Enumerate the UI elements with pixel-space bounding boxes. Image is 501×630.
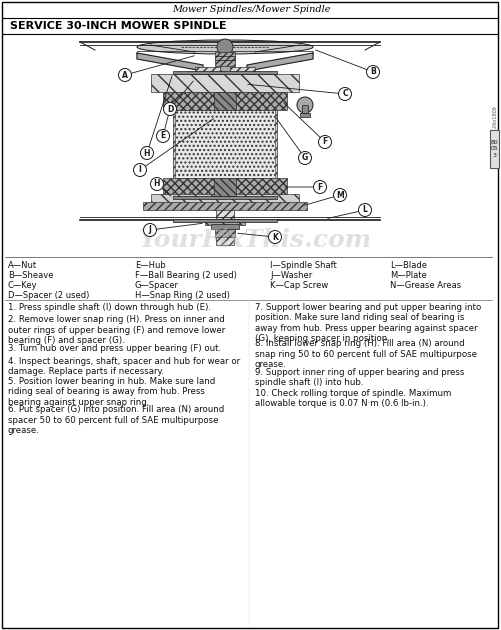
Text: M: M — [336, 190, 344, 200]
Text: 1. Press spindle shaft (I) down through hub (E).: 1. Press spindle shaft (I) down through … — [8, 303, 211, 312]
Bar — [205, 220, 245, 225]
Text: 10. Check rolling torque of spindle. Maximum
allowable torque is 0.07 N·m (0.6 l: 10. Check rolling torque of spindle. Max… — [255, 389, 451, 408]
Bar — [490, 130, 499, 168]
Polygon shape — [247, 53, 313, 71]
Text: 4. Inspect bearings, shaft, spacer and hub for wear or
damage. Replace parts if : 4. Inspect bearings, shaft, spacer and h… — [8, 357, 240, 376]
Bar — [220, 63, 230, 73]
Text: H: H — [144, 149, 150, 158]
Text: D: D — [167, 105, 173, 113]
Bar — [173, 219, 277, 222]
Circle shape — [299, 151, 312, 164]
Text: F—Ball Bearing (2 used): F—Ball Bearing (2 used) — [135, 271, 237, 280]
Circle shape — [339, 88, 352, 101]
Circle shape — [140, 147, 153, 159]
Circle shape — [297, 97, 313, 113]
Text: 2. Remove lower snap ring (H). Press on inner and
outer rings of upper bearing (: 2. Remove lower snap ring (H). Press on … — [8, 316, 225, 345]
Text: H: H — [154, 180, 160, 188]
Text: 5. Position lower bearing in hub. Make sure land
riding seal of bearing is away : 5. Position lower bearing in hub. Make s… — [8, 377, 215, 407]
Text: 3. Turn hub over and press upper bearing (F) out.: 3. Turn hub over and press upper bearing… — [8, 344, 221, 353]
Text: JK-26n1809: JK-26n1809 — [493, 106, 498, 134]
Text: K—Cap Screw: K—Cap Screw — [270, 281, 328, 290]
Text: 9. Support inner ring of upper bearing and press
spindle shaft (I) into hub.: 9. Support inner ring of upper bearing a… — [255, 368, 464, 387]
Text: K: K — [272, 232, 278, 241]
Bar — [214, 92, 236, 110]
Text: C: C — [342, 89, 348, 98]
Circle shape — [143, 224, 156, 236]
Bar — [143, 202, 307, 210]
Circle shape — [217, 39, 233, 55]
Text: YourFixThis.com: YourFixThis.com — [138, 228, 372, 252]
Circle shape — [269, 231, 282, 244]
Text: E: E — [160, 132, 166, 140]
Text: I—Spindle Shaft: I—Spindle Shaft — [270, 261, 337, 270]
Bar — [195, 67, 255, 89]
Bar — [163, 92, 287, 110]
Bar — [173, 87, 277, 200]
Text: A: A — [122, 71, 128, 79]
Circle shape — [163, 103, 176, 115]
Text: B—Sheave: B—Sheave — [8, 271, 54, 280]
Bar — [173, 196, 277, 199]
Bar — [214, 178, 236, 196]
Text: F: F — [317, 183, 323, 192]
Bar — [302, 105, 308, 113]
Bar — [211, 224, 239, 229]
Text: A—Nut: A—Nut — [8, 261, 37, 270]
Text: G: G — [302, 154, 308, 163]
Ellipse shape — [137, 40, 313, 54]
Text: N—Grease Areas: N—Grease Areas — [390, 281, 461, 290]
Bar — [216, 65, 234, 245]
Bar — [215, 52, 235, 66]
Bar — [163, 178, 287, 196]
Circle shape — [150, 178, 163, 190]
Circle shape — [119, 69, 131, 81]
Text: J: J — [149, 226, 151, 234]
Bar — [151, 194, 299, 208]
Bar — [151, 74, 299, 92]
Text: M—Plate: M—Plate — [390, 271, 427, 280]
Text: H—Snap Ring (2 used): H—Snap Ring (2 used) — [135, 291, 230, 300]
Text: 80
05
3: 80 05 3 — [490, 140, 498, 158]
Circle shape — [359, 203, 372, 217]
Bar — [300, 113, 310, 117]
Circle shape — [319, 135, 332, 149]
Text: I: I — [139, 166, 141, 175]
Text: L—Blade: L—Blade — [390, 261, 427, 270]
Text: 7. Support lower bearing and put upper bearing into
position. Make sure land rid: 7. Support lower bearing and put upper b… — [255, 303, 481, 343]
Text: J—Washer: J—Washer — [270, 271, 312, 280]
Text: 8. Install lower snap ring (H). Fill area (N) around
snap ring 50 to 60 percent : 8. Install lower snap ring (H). Fill are… — [255, 340, 477, 369]
Text: 6. Put spacer (G) into position. Fill area (N) around
spacer 50 to 60 percent fu: 6. Put spacer (G) into position. Fill ar… — [8, 406, 224, 435]
Text: C—Key: C—Key — [8, 281, 38, 290]
Text: G—Spacer: G—Spacer — [135, 281, 179, 290]
Circle shape — [367, 66, 379, 79]
Text: L: L — [363, 205, 367, 214]
Text: SERVICE 30-INCH MOWER SPINDLE: SERVICE 30-INCH MOWER SPINDLE — [10, 21, 226, 31]
Text: D—Spacer (2 used): D—Spacer (2 used) — [8, 291, 89, 300]
Text: Mower Spindles/Mower Spindle: Mower Spindles/Mower Spindle — [172, 4, 330, 13]
Circle shape — [314, 181, 327, 193]
Bar — [173, 71, 277, 74]
Text: E—Hub: E—Hub — [135, 261, 166, 270]
Text: F: F — [322, 137, 328, 147]
Circle shape — [156, 130, 169, 142]
Circle shape — [334, 188, 347, 202]
Bar — [215, 225, 235, 237]
Circle shape — [133, 164, 146, 176]
Polygon shape — [137, 53, 203, 71]
Text: B: B — [370, 67, 376, 76]
Bar — [175, 110, 275, 178]
